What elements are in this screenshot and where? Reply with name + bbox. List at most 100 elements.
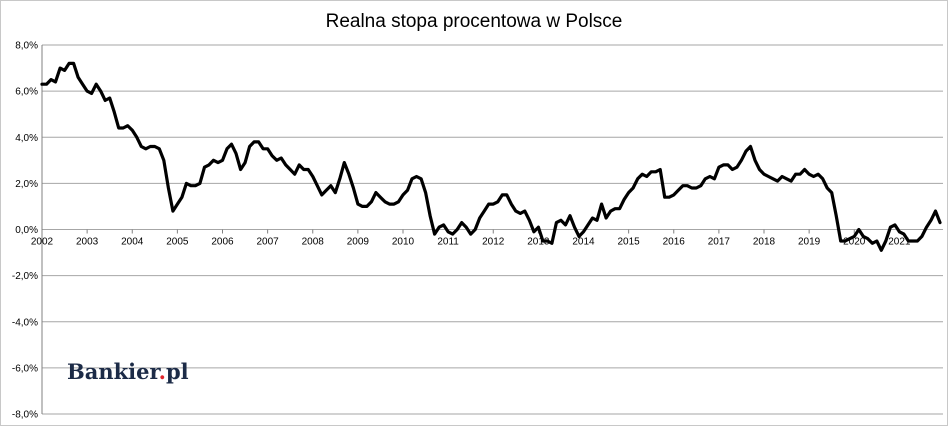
data-point (167, 187, 169, 189)
data-point (95, 83, 97, 85)
data-point (745, 150, 747, 152)
data-point (835, 215, 837, 217)
x-axis-ticks: 2002 2003 2004 2005 2006 2007 2008 2009 2010 2011… (31, 229, 911, 248)
data-point (230, 143, 233, 145)
data-point (420, 178, 422, 180)
data-point (429, 215, 431, 217)
data-point (573, 226, 576, 228)
data-point (140, 145, 142, 148)
data-point (425, 192, 427, 194)
data-point (840, 240, 842, 242)
data-point (289, 168, 291, 171)
x-tick-label: 2019 (798, 237, 821, 248)
data-point (907, 240, 910, 242)
y-tick-label: -2,0% (12, 271, 38, 282)
data-point (221, 159, 224, 161)
x-tick-label: 2006 (211, 237, 234, 248)
data-point (113, 111, 115, 113)
x-tick-label: 2004 (121, 237, 144, 248)
x-tick-label: 2012 (482, 237, 505, 248)
data-point (208, 164, 210, 166)
data-point (925, 226, 928, 228)
data-point (339, 178, 341, 180)
data-point (867, 238, 869, 240)
data-point (406, 189, 409, 191)
data-point (871, 242, 873, 244)
data-point (858, 228, 860, 231)
data-point (578, 235, 580, 237)
data-point (384, 201, 386, 203)
data-point (497, 201, 499, 203)
data-point (817, 173, 819, 175)
data-point (366, 205, 368, 207)
y-tick-label: 2,0% (15, 179, 38, 190)
data-point (713, 178, 716, 180)
data-point (894, 224, 896, 226)
data-point (934, 210, 937, 212)
data-point (73, 62, 75, 64)
data-point (555, 222, 558, 224)
x-tick-label: 2003 (76, 237, 99, 248)
data-point (226, 148, 228, 150)
data-point (790, 180, 792, 182)
y-tick-label: -8,0% (12, 410, 38, 421)
data-point (930, 219, 932, 221)
data-point (50, 79, 52, 81)
data-point (808, 173, 810, 175)
data-point (258, 141, 260, 143)
data-point (889, 226, 892, 228)
data-point (605, 217, 607, 219)
data-point (880, 249, 882, 251)
data-point (203, 166, 206, 168)
data-point (853, 235, 855, 237)
data-point (375, 192, 377, 194)
data-point (434, 233, 436, 235)
data-point (831, 192, 833, 194)
x-tick-label: 2010 (392, 237, 415, 248)
data-point (461, 222, 463, 224)
data-point (149, 145, 151, 148)
data-point (542, 240, 544, 242)
x-tick-label: 2015 (618, 237, 641, 248)
bankier-logo: Bankier.pl (67, 359, 189, 384)
data-point (330, 185, 332, 187)
data-point (659, 168, 661, 171)
data-point (64, 69, 66, 71)
data-point (862, 235, 864, 237)
data-point (772, 178, 774, 180)
data-point (199, 182, 201, 184)
data-point (316, 185, 318, 187)
logo-text-pl: pl (166, 359, 189, 384)
data-point (641, 173, 643, 175)
data-point (533, 231, 535, 233)
data-point (452, 233, 454, 235)
data-point (614, 208, 616, 210)
data-point (582, 231, 585, 233)
y-axis-ticks: 8,0% 6,0% 4,0% 2,0% 0,0% -2,0% -4,0% -6,0% -8,0% (12, 41, 38, 421)
data-point (276, 159, 278, 161)
data-point (379, 196, 381, 198)
data-point (235, 152, 237, 154)
data-point (601, 203, 603, 205)
data-point (127, 125, 129, 127)
data-point (262, 148, 264, 150)
y-tick-label: -4,0% (12, 317, 38, 328)
data-point (109, 97, 111, 99)
data-point (686, 185, 688, 187)
data-point (271, 155, 273, 157)
data-point (325, 189, 327, 191)
data-point (54, 81, 57, 83)
data-point (646, 175, 648, 178)
data-point (763, 173, 765, 175)
data-point (402, 194, 404, 196)
data-point (172, 210, 174, 212)
data-point (786, 178, 788, 180)
data-point (506, 194, 508, 196)
data-point (849, 238, 851, 240)
data-point (438, 226, 440, 228)
data-point (244, 162, 246, 164)
data-point (447, 231, 449, 233)
data-point (488, 203, 490, 205)
data-point (718, 166, 720, 168)
data-point (334, 192, 336, 194)
